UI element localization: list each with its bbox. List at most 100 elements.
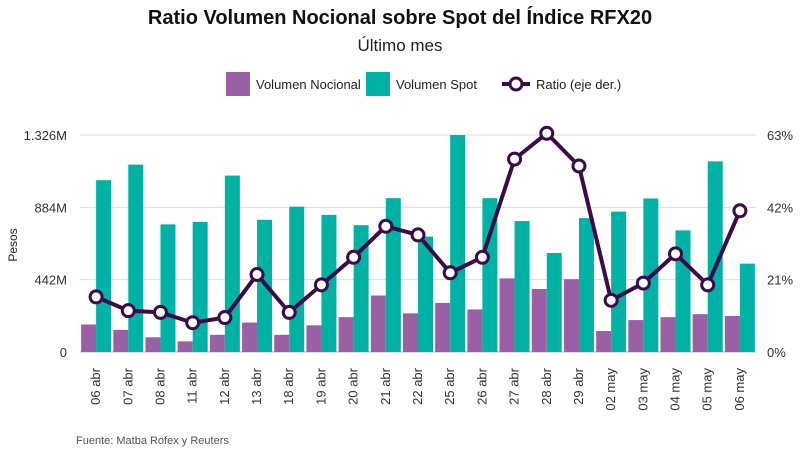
ratio-point — [217, 310, 233, 326]
ratio-point — [152, 304, 168, 320]
ratio-point — [700, 277, 716, 293]
bar-spot — [418, 236, 433, 352]
bar-nocional — [177, 341, 193, 352]
y-tick-label: 1.326M — [24, 128, 67, 143]
bar-spot — [128, 164, 144, 352]
bar-spot — [611, 211, 627, 352]
bar-nocional — [467, 309, 483, 352]
x-tick-label: 02 may — [603, 368, 618, 411]
ratio-point — [185, 315, 201, 331]
bar-spot — [224, 175, 240, 352]
x-tick-label: 13 abr — [249, 367, 264, 405]
bar-spot — [707, 161, 723, 352]
ratio-point — [346, 249, 362, 265]
y-tick-label: 884M — [34, 200, 67, 215]
y-axis-right: 0% 21% 42% 63% — [767, 128, 793, 360]
bar-spot — [160, 224, 176, 352]
bar-nocional — [306, 325, 322, 352]
y2-tick-label: 63% — [767, 128, 793, 143]
ratio-point — [539, 125, 555, 141]
bar-spot — [96, 180, 112, 352]
bar-nocional — [338, 317, 354, 352]
ratio-point — [571, 158, 587, 174]
ratio-point — [668, 246, 684, 262]
bar-spot — [546, 252, 562, 352]
ratio-point — [507, 151, 523, 167]
bar-nocional — [724, 315, 740, 352]
legend-marker-ratio — [508, 76, 524, 92]
bar-nocional — [660, 317, 676, 352]
ratio-point — [474, 249, 490, 265]
x-tick-label: 08 abr — [152, 367, 167, 405]
y-axis-left: 0 442M 884M 1.326M — [24, 128, 67, 360]
x-axis: 06 abr 07 abr 08 abr 11 abr 12 abr 13 abr 18 a… — [88, 367, 747, 410]
bar-spot — [514, 221, 530, 352]
y-tick-label: 0 — [60, 345, 67, 360]
x-tick-label: 06 may — [732, 368, 747, 411]
bar-nocional — [274, 334, 290, 352]
legend: Volumen Nocional Volumen Spot Ratio (eje… — [226, 72, 621, 96]
bar-nocional — [403, 313, 418, 352]
x-tick-label: 28 abr — [539, 367, 554, 405]
y-tick-label: 442M — [34, 273, 67, 288]
bar-nocional — [692, 314, 708, 352]
bar-nocional — [113, 329, 129, 352]
x-tick-label: 20 abr — [346, 367, 361, 405]
y2-tick-label: 21% — [767, 273, 793, 288]
bar-nocional — [563, 279, 579, 352]
ratio-point — [313, 277, 329, 293]
ratio-point — [603, 292, 619, 308]
ratio-point — [281, 304, 297, 320]
y2-tick-label: 0% — [767, 345, 786, 360]
x-tick-label: 18 abr — [281, 367, 296, 405]
bar-nocional — [209, 334, 225, 352]
x-tick-label: 11 abr — [185, 367, 200, 404]
x-tick-label: 06 abr — [88, 367, 103, 405]
bar-spot — [192, 221, 208, 352]
x-tick-label: 29 abr — [571, 367, 586, 405]
ratio-point — [635, 275, 651, 291]
ratio-series — [88, 125, 748, 331]
bar-spot — [289, 206, 305, 352]
bar-nocional — [145, 337, 161, 352]
bar-nocional — [628, 320, 644, 352]
bar-nocional — [370, 295, 386, 352]
ratio-point — [410, 227, 426, 243]
x-tick-label: 12 abr — [217, 367, 232, 405]
bar-nocional — [435, 302, 451, 352]
y2-tick-label: 42% — [767, 200, 793, 215]
ratio-point — [249, 267, 265, 282]
x-tick-label: 25 abr — [442, 367, 457, 405]
legend-label-nocional: Volumen Nocional — [256, 77, 361, 92]
x-tick-label: 03 may — [635, 368, 650, 411]
bar-nocional — [499, 278, 515, 352]
ratio-point — [442, 265, 458, 281]
ratio-point — [732, 203, 748, 219]
source-note: Fuente: Matba Rofex y Reuters — [76, 435, 229, 447]
bar-spot — [321, 214, 337, 352]
ratio-point — [88, 289, 104, 305]
legend-swatch-nocional — [226, 72, 250, 96]
y-axis-label: Pesos — [6, 228, 20, 261]
legend-label-spot: Volumen Spot — [396, 77, 477, 92]
ratio-point — [378, 218, 394, 234]
x-tick-label: 05 may — [700, 368, 715, 411]
bar-nocional — [596, 331, 612, 352]
legend-swatch-spot — [366, 72, 390, 96]
bar-spot — [675, 230, 691, 352]
bar-spot — [739, 263, 755, 352]
x-tick-label: 26 abr — [474, 367, 489, 405]
chart-subtitle: Último mes — [357, 36, 442, 55]
x-tick-label: 22 abr — [410, 367, 425, 405]
bar-spot — [578, 218, 594, 352]
bar-nocional — [81, 324, 97, 352]
x-tick-label: 21 abr — [378, 367, 393, 405]
bar-nocional — [242, 322, 258, 352]
bar-spot — [450, 135, 466, 352]
x-tick-label: 19 abr — [313, 367, 328, 405]
x-tick-label: 27 abr — [507, 367, 522, 405]
legend-label-ratio: Ratio (eje der.) — [536, 77, 621, 92]
x-tick-label: 07 abr — [120, 367, 135, 405]
bar-nocional — [531, 288, 547, 352]
